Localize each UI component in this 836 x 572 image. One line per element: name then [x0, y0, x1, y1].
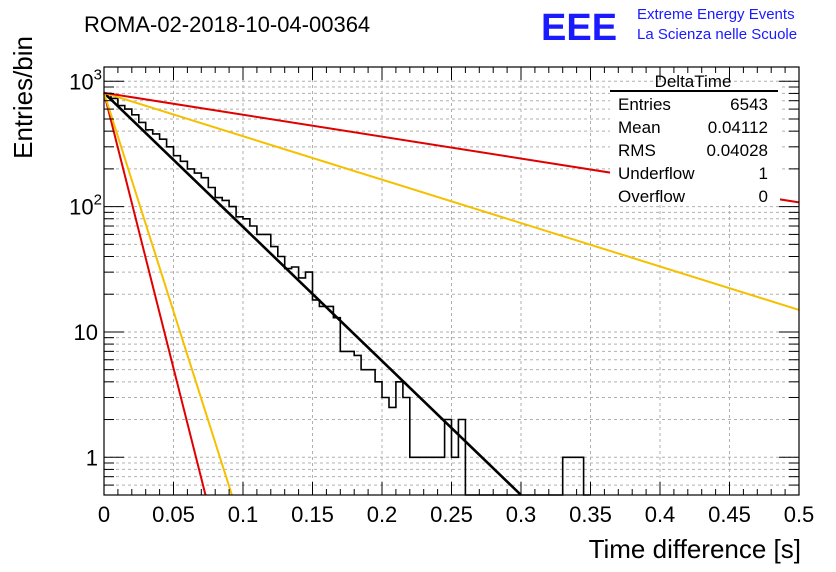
stats-value-rms: 0.04028 [707, 141, 768, 160]
y-tick-label: 1 [86, 445, 98, 470]
series-line-fit [103, 91, 522, 496]
y-tick-label: 103 [69, 66, 102, 94]
stats-value-mean: 0.04112 [708, 118, 768, 137]
stats-label-overflow: Overflow [618, 187, 686, 206]
x-tick-label: 0 [98, 502, 110, 527]
eee-logo-line2: La Scienza nelle Scuole [637, 26, 797, 43]
x-tick-label: 0.05 [152, 502, 195, 527]
stats-label-entries: Entries [618, 95, 671, 114]
stats-value-entries: 6543 [730, 95, 768, 114]
y-axis-title: Entries/bin [8, 36, 38, 159]
stats-label-underflow: Underflow [618, 164, 695, 183]
fit-curves [103, 91, 800, 496]
stats-value-underflow: 1 [759, 164, 768, 183]
x-tick-label: 0.4 [645, 502, 676, 527]
x-tick-label: 0.35 [569, 502, 612, 527]
stats-value-overflow: 0 [759, 187, 768, 206]
stats-box: DeltaTime Entries 6543 Mean 0.04112 RMS … [610, 72, 780, 206]
x-tick-label: 0.45 [708, 502, 751, 527]
stats-label-mean: Mean [618, 118, 661, 137]
x-tick-label: 0.25 [430, 502, 473, 527]
series-line-yellow-steep [103, 92, 233, 496]
x-tick-labels: 0 0.05 0.1 0.15 0.2 0.25 0.3 0.35 0.4 0.45 0.5 [98, 502, 814, 527]
eee-logo-line1: Extreme Energy Events [637, 6, 795, 23]
x-axis-title: Time difference [s] [589, 534, 801, 564]
x-tick-label: 0.2 [367, 502, 398, 527]
stats-label-rms: RMS [618, 141, 656, 160]
series-line-yellow-shallow [103, 91, 800, 311]
series-line-red-steep [103, 92, 207, 496]
stats-box-bg [610, 82, 780, 202]
grid-lines [104, 67, 799, 496]
x-tick-label: 0.3 [506, 502, 537, 527]
x-tick-label: 0.15 [291, 502, 334, 527]
eee-logo-mark: EEE [541, 7, 617, 49]
y-tick-label: 10 [74, 320, 98, 345]
stats-title: DeltaTime [655, 72, 732, 91]
plot-frame [103, 66, 800, 496]
y-tick-label: 102 [69, 192, 102, 220]
chart-title: ROMA-02-2018-10-04-00364 [84, 12, 370, 37]
x-tick-label: 0.1 [228, 502, 259, 527]
y-tick-labels: 1 10 102 103 [69, 66, 102, 470]
x-tick-label: 0.5 [784, 502, 815, 527]
